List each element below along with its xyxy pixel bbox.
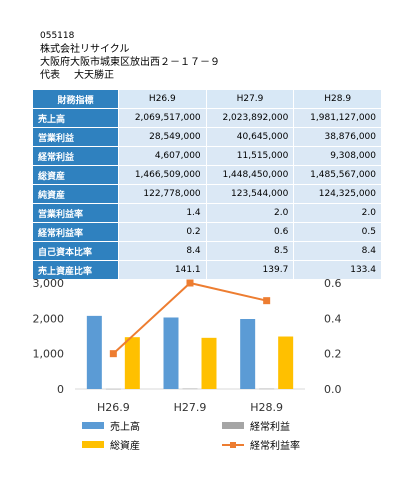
period-header: H28.9 <box>293 89 382 109</box>
legend-item: 経常利益率 <box>222 437 300 452</box>
table-cell: 1,485,567,000 <box>293 165 382 185</box>
table-cell: 1,448,450,000 <box>205 165 295 185</box>
row-label: 自己資本比率 <box>32 241 119 261</box>
table-cell: 40,645,000 <box>205 127 295 147</box>
table-cell: 8.4 <box>293 241 382 261</box>
y-left-tick-label: 1,000 <box>33 348 65 361</box>
legend-label: 経常利益率 <box>250 441 300 452</box>
y-right-tick-label: 0.4 <box>324 312 342 325</box>
bar <box>240 319 256 389</box>
table-cell: 123,544,000 <box>205 184 295 204</box>
table-cell: 1.4 <box>118 203 207 223</box>
table-cell: 8.4 <box>118 241 207 261</box>
table-cell: 141.1 <box>118 260 207 280</box>
table-row: 総資産 1,466,509,000 1,448,450,000 1,485,567,0… <box>32 165 382 185</box>
legend-label: 経常利益 <box>250 422 290 433</box>
table-cell: 28,549,000 <box>118 127 207 147</box>
table-row: 売上高 2,069,517,000 2,023,892,000 1,981,127,0… <box>32 108 382 128</box>
table-cell: 2.0 <box>293 203 382 223</box>
x-tick-label: H28.9 <box>250 401 283 414</box>
table-row: 純資産 122,778,000 123,544,000 124,325,000 <box>32 184 382 204</box>
bar <box>163 317 179 389</box>
table-cell: 2,023,892,000 <box>205 108 295 128</box>
bar <box>105 388 121 390</box>
y-right-tick-label: 0.6 <box>324 277 342 290</box>
table-cell: 139.7 <box>205 260 295 280</box>
table-row: 経常利益 4,607,000 11,515,000 9,308,000 <box>32 146 382 166</box>
company-name: 株式会社リサイクル <box>40 44 130 55</box>
row-label: 純資産 <box>32 184 119 204</box>
table-cell: 1,466,509,000 <box>118 165 207 185</box>
row-label: 営業利益率 <box>32 203 119 223</box>
bar <box>182 388 198 390</box>
table-cell: 11,515,000 <box>205 146 295 166</box>
legend-label: 総資産 <box>110 441 140 452</box>
representative: 代表 大天勝正 <box>40 69 220 82</box>
bar <box>86 315 102 389</box>
bar <box>201 337 217 389</box>
legend-swatch <box>82 422 104 429</box>
line-point <box>263 297 271 305</box>
financial-table: 財務指標 H26.9 H27.9 H28.9 売上高 2,069,517,000 2… <box>32 89 382 280</box>
table-cell: 133.4 <box>293 260 382 280</box>
company-address: 大阪府大阪市城東区放出西２－１７－９ <box>40 57 220 68</box>
legend-swatch <box>82 441 104 448</box>
period-header: H27.9 <box>205 89 295 109</box>
table-cell: 2.0 <box>205 203 295 223</box>
y-right-tick-label: 0.2 <box>324 348 342 361</box>
row-label: 経常利益 <box>32 146 119 166</box>
y-left-tick-label: 0 <box>57 383 64 396</box>
table-cell: 122,778,000 <box>118 184 207 204</box>
table-row: 経常利益率 0.2 0.6 0.5 <box>32 222 382 242</box>
company-header: 055118 株式会社リサイクル 大阪府大阪市城東区放出西２－１７－９ 代表 大… <box>40 30 220 82</box>
y-left-tick-label: 2,000 <box>33 312 65 325</box>
rep-name: 大天勝正 <box>74 70 114 81</box>
financial-chart: 0 1,000 2,000 3,000 0.0 0.2 0.4 0.6 H26.9 H27.9 H2… <box>33 277 342 414</box>
company-code: 055118 <box>40 31 75 41</box>
header-label: 財務指標 <box>32 89 119 109</box>
rep-title: 代表 <box>40 70 60 81</box>
bar <box>259 388 275 390</box>
row-label: 経常利益率 <box>32 222 119 242</box>
table-cell: 0.2 <box>118 222 207 242</box>
period-header: H26.9 <box>118 89 207 109</box>
legend-item: 経常利益 <box>222 418 290 433</box>
bar <box>278 336 294 389</box>
bar <box>124 337 140 389</box>
x-tick-label: H27.9 <box>174 401 207 414</box>
table-row: 営業利益 28,549,000 40,645,000 38,876,000 <box>32 127 382 147</box>
legend-swatch <box>222 441 244 448</box>
table-cell: 9,308,000 <box>293 146 382 166</box>
table-row: 営業利益率 1.4 2.0 2.0 <box>32 203 382 223</box>
line-point <box>109 350 117 358</box>
legend-label: 売上高 <box>110 422 140 433</box>
row-label: 売上資産比率 <box>32 260 119 280</box>
row-label: 営業利益 <box>32 127 119 147</box>
x-tick-label: H26.9 <box>97 401 130 414</box>
line-point <box>186 279 194 287</box>
legend-item: 売上高 <box>82 418 140 433</box>
table-row: 売上資産比率 141.1 139.7 133.4 <box>32 260 382 280</box>
table-cell: 38,876,000 <box>293 127 382 147</box>
legend-swatch <box>222 422 244 429</box>
row-label: 売上高 <box>32 108 119 128</box>
legend-item: 総資産 <box>82 437 140 452</box>
y-right-tick-label: 0.0 <box>324 383 342 396</box>
table-cell: 8.5 <box>205 241 295 261</box>
table-cell: 1,981,127,000 <box>293 108 382 128</box>
table-cell: 2,069,517,000 <box>118 108 207 128</box>
table-cell: 124,325,000 <box>293 184 382 204</box>
table-cell: 4,607,000 <box>118 146 207 166</box>
table-header-row: 財務指標 H26.9 H27.9 H28.9 <box>32 89 382 109</box>
row-label: 総資産 <box>32 165 119 185</box>
table-cell: 0.5 <box>293 222 382 242</box>
table-row: 自己資本比率 8.4 8.5 8.4 <box>32 241 382 261</box>
table-cell: 0.6 <box>205 222 295 242</box>
y-left-tick-label: 3,000 <box>33 277 65 290</box>
